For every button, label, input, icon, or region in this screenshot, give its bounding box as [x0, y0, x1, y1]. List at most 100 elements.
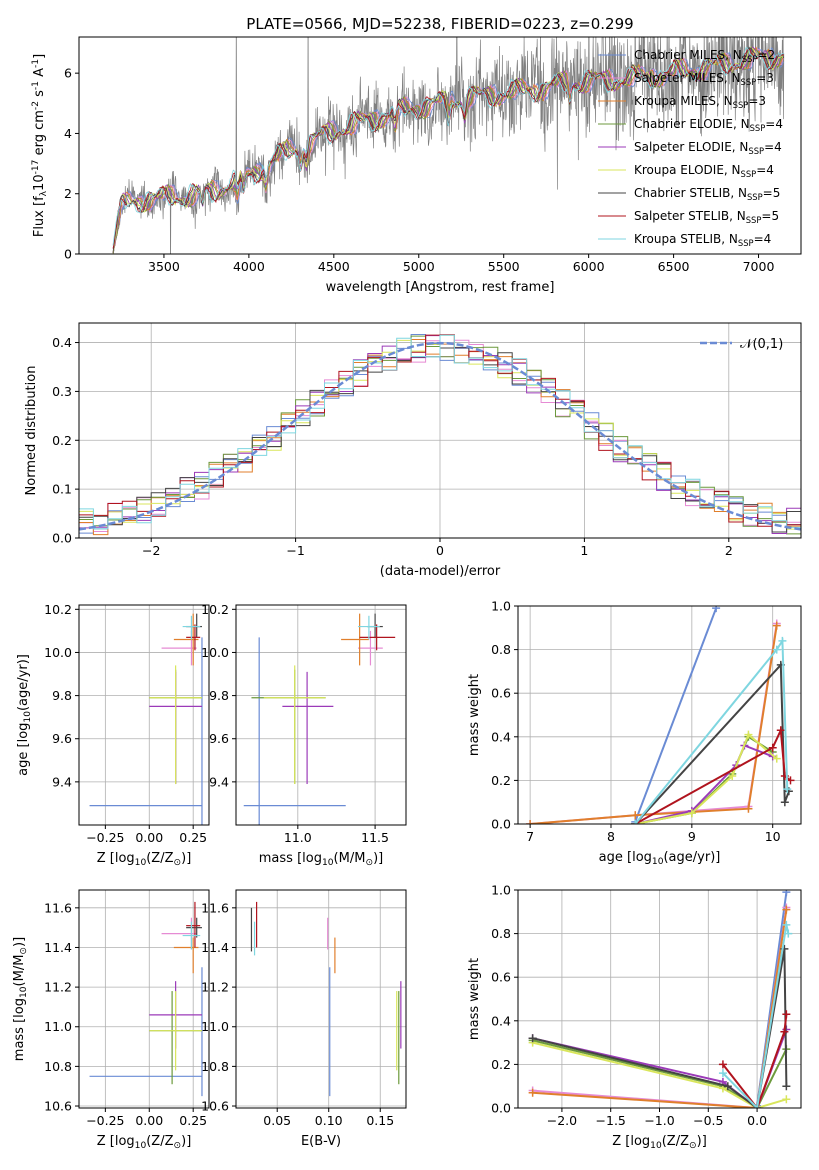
axes-frame	[235, 604, 407, 826]
legend-label: Chabrier ELODIE, NSSP=4	[634, 117, 783, 133]
y-tick-label: 11.4	[44, 940, 72, 955]
figure-title: PLATE=0566, MJD=52238, FIBERID=0223, z=0…	[246, 15, 633, 33]
y-tick-label: 10.0	[201, 645, 229, 660]
x-tick-label: 0.25	[179, 830, 207, 845]
y-tick-label: 10.2	[201, 602, 229, 617]
weight-marker-kroupa_stelib	[753, 1104, 762, 1108]
y-tick-label: 0	[64, 247, 72, 262]
legend-label: Salpeter ELODIE, NSSP=4	[634, 140, 782, 156]
weight-marker-kroupa_stelib	[778, 636, 787, 645]
y-tick-label: 1.0	[491, 883, 511, 898]
y-tick-label: 4	[64, 126, 72, 141]
x-axis-label: (data-model)/error	[380, 564, 501, 579]
weight-marker-salpeter_stelib	[782, 1010, 791, 1019]
weight-marker-kroupa_stelib	[782, 920, 791, 929]
x-tick-label: 4000	[233, 259, 265, 274]
weight-marker-salpeter_stelib	[776, 726, 785, 735]
weight-marker-kroupa_elodie	[782, 1095, 791, 1104]
y-tick-label: 10.6	[44, 1099, 72, 1114]
plot-area	[528, 890, 793, 1108]
weight-marker-chabrier_stelib	[780, 798, 789, 807]
x-tick-label: 10	[765, 829, 781, 844]
x-tick-label: 3500	[148, 259, 180, 274]
legend-label: Chabrier MILES, NSSP=2	[634, 48, 775, 64]
y-tick-label: 0.1	[52, 482, 72, 497]
y-tick-label: 9.6	[52, 731, 72, 746]
plot-area	[112, 37, 785, 254]
y-axis-label: mass [log10(M/M⊙)]	[12, 937, 29, 1061]
y-axis-label: age [log10(age/yr)]	[16, 654, 33, 776]
weight-marker-kroupa_stelib	[772, 645, 781, 654]
weight-line-chabrier_miles	[634, 607, 718, 823]
y-tick-label: 9.8	[52, 688, 72, 703]
x-tick-label: −1	[286, 543, 304, 558]
y-tick-label: 11.0	[201, 1019, 229, 1034]
weight-marker-kroupa_elodie	[687, 809, 696, 818]
y-axis-label: Normed distribution	[24, 366, 39, 496]
y-tick-label: 0.0	[491, 817, 511, 832]
x-axis-label: Z [log10(Z/Z⊙)]	[612, 1134, 707, 1151]
x-tick-label: 2	[725, 543, 733, 558]
weight-marker-chabrier_stelib	[723, 1082, 732, 1091]
weight-line-kroupa_miles	[532, 909, 788, 1108]
panel-spectrum: 3500 4000 4500 5000 5500 6000 6500 7000 0 2 4 6 wave…	[31, 36, 802, 295]
y-tick-label: 0.6	[491, 970, 511, 985]
plot-area	[526, 606, 795, 824]
x-axis-label: Z [log10(Z/Z⊙)]	[97, 851, 192, 868]
legend-label: Kroupa STELIB, NSSP=4	[634, 232, 771, 248]
weight-marker-salpeter_stelib	[718, 1060, 727, 1069]
weight-marker-salpeter_stelib	[780, 1027, 789, 1036]
x-tick-label: −1.0	[644, 1113, 674, 1128]
histogram-kroupa_stelib	[79, 334, 801, 530]
x-tick-label: −2.0	[547, 1113, 577, 1128]
weight-marker-chabrier_stelib	[528, 1034, 537, 1043]
y-tick-label: 0.0	[52, 531, 72, 546]
y-tick-label: 10.6	[201, 1099, 229, 1114]
y-tick-label: 0.3	[52, 384, 72, 399]
y-tick-label: 6	[64, 66, 72, 81]
y-tick-label: 11.6	[44, 900, 72, 915]
axes-frame	[517, 605, 802, 825]
weight-marker-kroupa_miles	[782, 905, 791, 914]
model-line-kroupa_miles	[112, 46, 785, 253]
weight-marker-chabrier_miles	[712, 606, 721, 613]
y-tick-label: 0.4	[52, 335, 72, 350]
x-tick-label: −0.25	[86, 830, 124, 845]
y-tick-label: 10.8	[44, 1059, 72, 1074]
x-tick-label: 0.0	[747, 1113, 767, 1128]
weight-line-kroupa_miles	[530, 625, 778, 824]
weight-marker-kroupa_miles	[631, 811, 640, 820]
y-tick-label: 11.2	[44, 980, 72, 995]
legend-label: 𝒩(0,1)	[740, 337, 783, 352]
x-tick-label: 11.0	[284, 830, 312, 845]
x-tick-label: 4500	[318, 259, 350, 274]
panel-mass-vs-ebv: 0.05 0.10 0.15 10.6 10.8 11.0 11.2 11.4 11.6 E(B-…	[201, 889, 407, 1149]
legend-label: Salpeter MILES, NSSP=3	[634, 71, 774, 87]
weight-line-chabrier_stelib	[532, 948, 788, 1108]
y-tick-label: 11.4	[201, 940, 229, 955]
x-tick-label: 8	[607, 829, 615, 844]
y-tick-label: 0.8	[491, 926, 511, 941]
panel-age-vs-metallicity: −0.25 0.00 0.25 9.4 9.6 9.8 10.0 10.2 Z [log10(Z…	[16, 602, 210, 868]
axes-frame	[78, 36, 802, 255]
weight-line-kroupa_stelib	[722, 924, 790, 1108]
x-tick-label: 0.15	[366, 1113, 394, 1128]
weight-marker-kroupa_elodie	[728, 772, 737, 781]
plot-area	[89, 901, 203, 1097]
y-tick-label: 0.2	[491, 1057, 511, 1072]
weight-line-salpeter_stelib	[722, 1014, 788, 1108]
weight-marker-kroupa_miles	[744, 804, 753, 813]
legend-label: Chabrier STELIB, NSSP=5	[634, 186, 780, 202]
axes-frame	[235, 889, 407, 1109]
y-tick-label: 1.0	[491, 599, 511, 614]
axes-frame	[78, 889, 210, 1109]
x-axis-label: mass [log10(M/M⊙)]	[259, 851, 383, 868]
weight-marker-kroupa_elodie	[744, 730, 753, 739]
legend-label: Kroupa MILES, NSSP=3	[634, 94, 766, 110]
y-tick-label: 0.8	[491, 642, 511, 657]
x-tick-label: 11.5	[361, 830, 389, 845]
x-axis-label: E(B-V)	[301, 1134, 341, 1149]
y-tick-label: 9.4	[209, 774, 229, 789]
x-tick-label: −1.5	[596, 1113, 626, 1128]
